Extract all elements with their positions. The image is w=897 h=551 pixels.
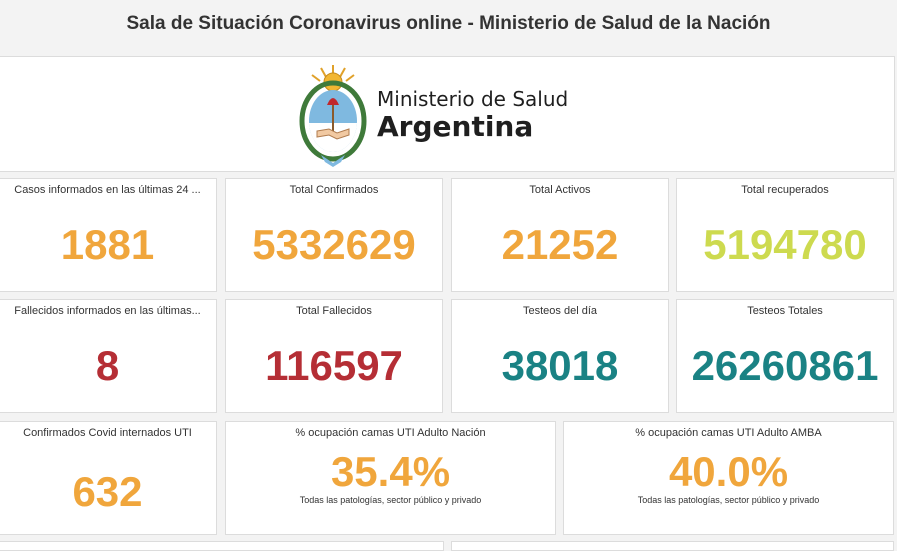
card-total-deaths: Total Fallecidos 116597 xyxy=(225,299,443,413)
card-value: 5194780 xyxy=(703,221,867,268)
card-label: Confirmados Covid internados UTI xyxy=(23,427,192,439)
card-label: Total Activos xyxy=(529,184,591,196)
card-label: % ocupación camas UTI Adulto AMBA xyxy=(635,427,822,439)
card-value: 26260861 xyxy=(691,342,879,389)
card-value: 38018 xyxy=(501,342,619,389)
card-value: 5332629 xyxy=(252,221,416,268)
escudo-nacional-icon xyxy=(299,65,367,167)
card-value: 40.0% xyxy=(668,448,789,495)
card-total-active: Total Activos 21252 xyxy=(451,178,669,292)
page-title: Sala de Situación Coronavirus online - M… xyxy=(126,13,771,34)
card-value: 1881 xyxy=(60,221,155,268)
card-total-confirmed: Total Confirmados 5332629 xyxy=(225,178,443,292)
card-label: Total Confirmados xyxy=(289,184,379,196)
card-subtitle: Todas las patologías, sector público y p… xyxy=(299,495,482,505)
ministry-logo: Ministerio de Salud Argentina xyxy=(299,61,568,169)
ministry-name: Ministerio de Salud xyxy=(377,87,569,111)
card-value: 8 xyxy=(95,342,120,389)
card-deaths-24h: Fallecidos informados en las últimas... … xyxy=(0,299,217,413)
card-value: 35.4% xyxy=(330,448,451,495)
card-label: % ocupación camas UTI Adulto Nación xyxy=(295,427,486,439)
card-total-tests: Testeos Totales 26260861 xyxy=(676,299,894,413)
card-subtitle: Todas las patologías, sector público y p… xyxy=(637,495,820,505)
card-partial xyxy=(451,541,894,551)
card-icu-occupancy-nation: % ocupación camas UTI Adulto Nación 35.4… xyxy=(225,421,556,535)
country-name: Argentina xyxy=(377,110,534,143)
card-value: 632 xyxy=(72,468,143,515)
card-label: Total recuperados xyxy=(741,184,829,196)
card-label: Fallecidos informados en las últimas... xyxy=(14,305,201,317)
card-icu-covid: Confirmados Covid internados UTI 632 xyxy=(0,421,217,535)
card-partial xyxy=(0,541,444,551)
card-label: Casos informados en las últimas 24 ... xyxy=(14,184,201,196)
card-icu-occupancy-amba: % ocupación camas UTI Adulto AMBA 40.0% … xyxy=(563,421,894,535)
card-value: 116597 xyxy=(265,342,403,389)
card-cases-24h: Casos informados en las últimas 24 ... 1… xyxy=(0,178,217,292)
card-label: Testeos Totales xyxy=(747,305,823,317)
card-label: Total Fallecidos xyxy=(296,305,372,317)
card-tests-today: Testeos del día 38018 xyxy=(451,299,669,413)
card-value: 21252 xyxy=(501,221,619,268)
card-label: Testeos del día xyxy=(523,305,597,317)
ministry-banner: Ministerio de Salud Argentina xyxy=(0,56,895,172)
card-total-recovered: Total recuperados 5194780 xyxy=(676,178,894,292)
